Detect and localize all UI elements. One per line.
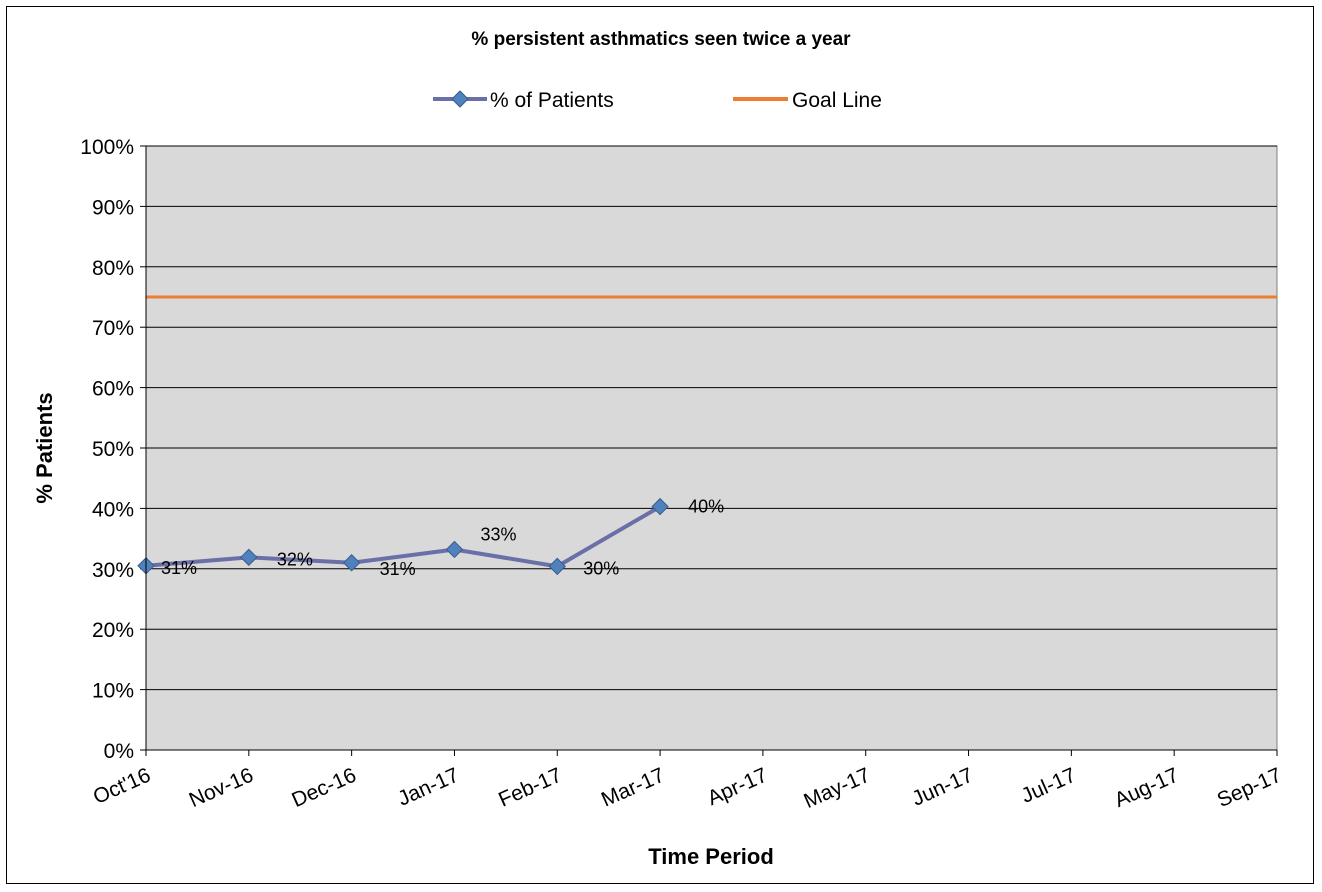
- data-label: 31%: [380, 559, 416, 579]
- legend: % of Patients Goal Line: [433, 89, 882, 112]
- y-tick-label: 40%: [92, 498, 134, 521]
- data-label: 32%: [277, 549, 313, 569]
- data-label: 30%: [583, 558, 619, 578]
- legend-item-goal-line: Goal Line: [733, 89, 882, 112]
- y-tick-label: 70%: [92, 317, 134, 340]
- legend-label-goal-line: Goal Line: [792, 89, 882, 112]
- data-point-marker: [240, 548, 258, 567]
- y-tick-label: 50%: [92, 438, 134, 461]
- data-point-marker: [342, 554, 361, 572]
- y-axis-title: % Patients: [32, 392, 57, 503]
- chart-title: % persistent asthmatics seen twice a yea…: [471, 29, 851, 50]
- data-point-marker: [651, 497, 669, 516]
- x-tick-label: Mar-17: [598, 764, 668, 812]
- patients-series-line: [145, 504, 662, 569]
- gridlines: [146, 145, 1277, 691]
- x-tick-label: Jul-17: [1018, 764, 1080, 808]
- data-label: 33%: [480, 524, 516, 544]
- x-axis-ticks: Oct'16 Nov-16 Dec-16 Jan-17 Feb-17 Mar-17 Apr-…: [90, 750, 1285, 813]
- x-tick-label: Nov-16: [186, 764, 257, 813]
- x-tick-label: Apr-17: [704, 764, 771, 811]
- legend-marker-patients: [451, 90, 469, 108]
- legend-label-patients: % of Patients: [490, 89, 614, 112]
- data-label: 31%: [161, 558, 197, 578]
- x-tick-label: Dec-16: [288, 764, 359, 813]
- x-tick-label: Sep-17: [1214, 764, 1285, 813]
- data-label: 40%: [688, 497, 724, 517]
- x-tick-label: Jun-17: [909, 764, 977, 811]
- data-point-marker: [445, 540, 464, 559]
- y-tick-label: 100%: [80, 136, 134, 159]
- x-tick-label: May-17: [800, 764, 873, 813]
- x-axis-title: Time Period: [648, 844, 774, 869]
- y-tick-label: 80%: [92, 257, 134, 280]
- y-tick-label: 0%: [104, 740, 134, 763]
- data-point-marker: [548, 557, 566, 576]
- y-tick-label: 90%: [92, 196, 134, 219]
- y-tick-label: 20%: [92, 619, 134, 642]
- legend-item-patients: % of Patients: [433, 89, 614, 112]
- x-tick-label: Aug-17: [1111, 764, 1182, 813]
- x-tick-label: Jan-17: [394, 764, 462, 811]
- x-tick-label: Feb-17: [495, 764, 565, 812]
- y-tick-label: 10%: [92, 680, 134, 703]
- series-layer: 31% 32% 31% 33% 30% 40%: [137, 295, 1277, 579]
- y-tick-label: 30%: [92, 559, 134, 582]
- x-tick-label: Oct'16: [90, 764, 154, 809]
- y-axis-ticks: 0% 10% 20% 30% 40% 50% 60% 70% 80% 90% 100%: [80, 136, 146, 763]
- y-tick-label: 60%: [92, 378, 134, 401]
